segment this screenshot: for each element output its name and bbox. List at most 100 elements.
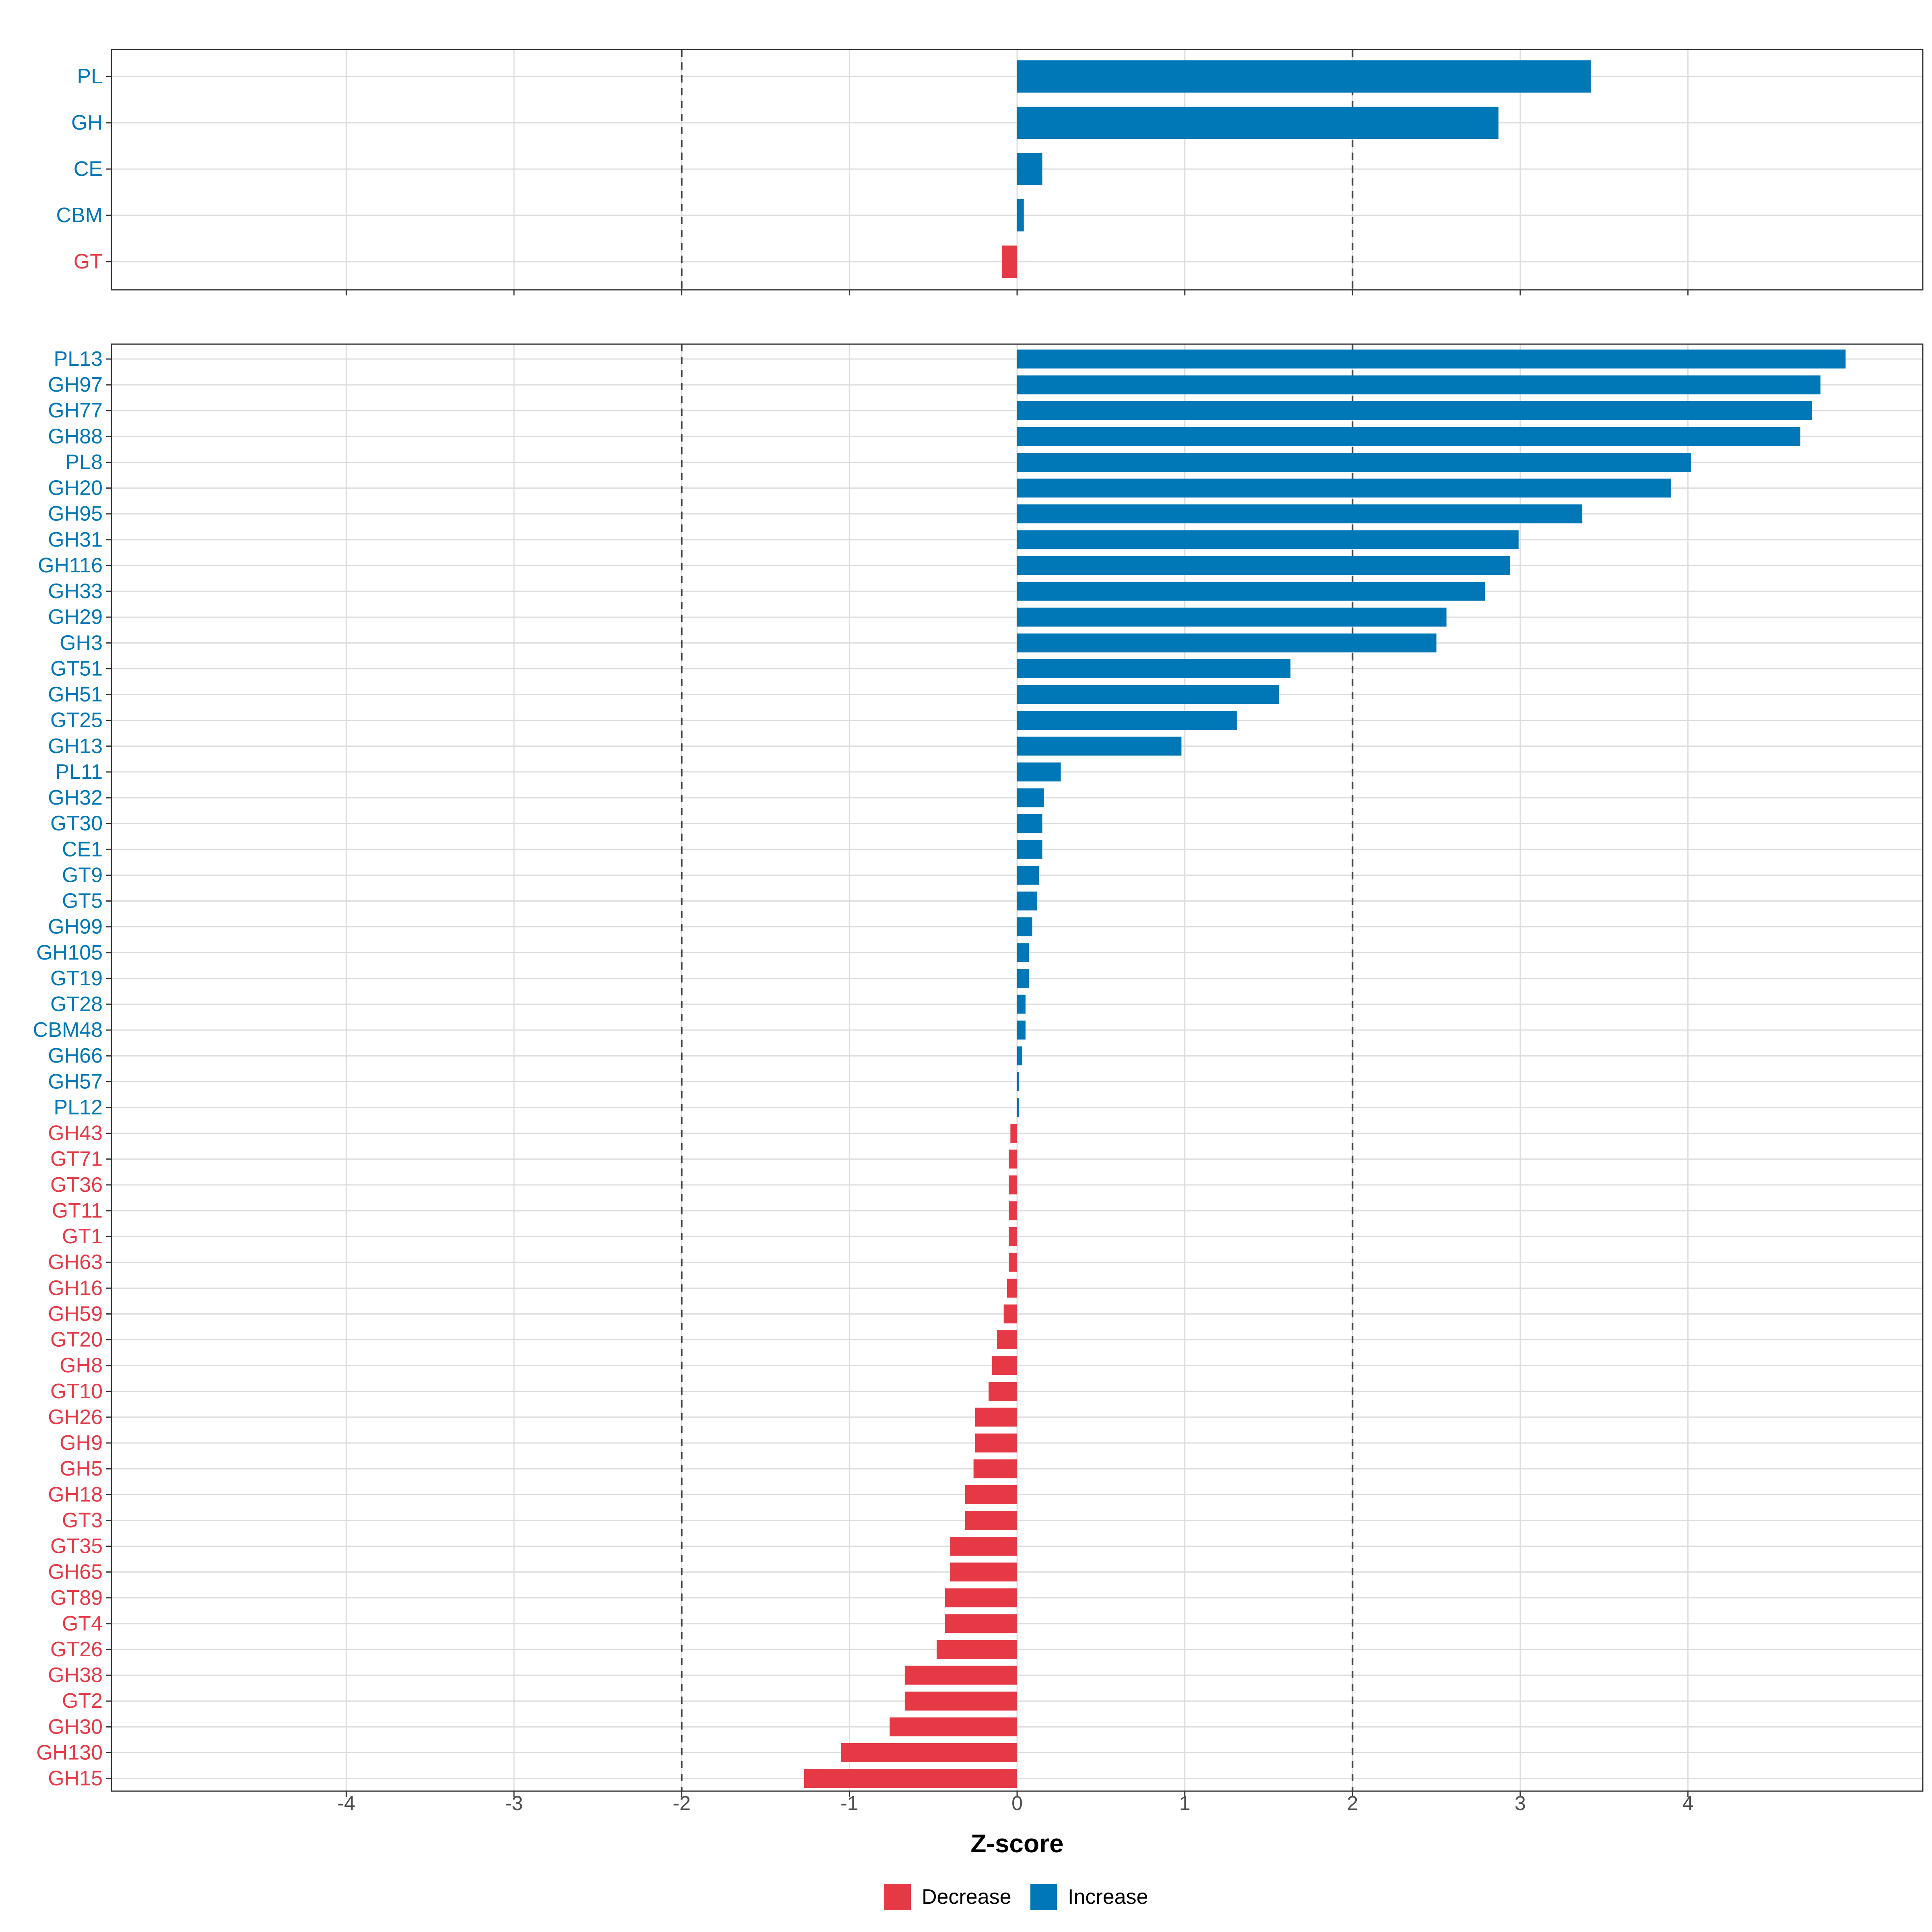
bar-GT19 <box>1017 969 1029 988</box>
bar-GH29 <box>1017 607 1447 627</box>
bar-PL13 <box>1017 349 1846 369</box>
y-label-GT3: GT3 <box>62 1509 103 1532</box>
y-label-GH77: GH77 <box>48 399 103 422</box>
y-label-GT: GT <box>74 250 103 273</box>
y-label-CBM: CBM <box>56 204 103 227</box>
bar-GH15 <box>804 1769 1017 1788</box>
bar-GH32 <box>1017 788 1044 807</box>
bar-GH95 <box>1017 504 1583 524</box>
y-label-GH66: GH66 <box>48 1044 103 1067</box>
x-tick-label: 3 <box>1515 1792 1526 1814</box>
bar-GH16 <box>1007 1278 1017 1298</box>
y-label-GT89: GT89 <box>50 1586 103 1610</box>
bar-GH31 <box>1017 530 1519 549</box>
y-label-GT4: GT4 <box>62 1612 103 1635</box>
y-label-CBM48: CBM48 <box>33 1018 103 1042</box>
bar-GH59 <box>1003 1304 1017 1323</box>
bar-GH <box>1017 107 1499 139</box>
y-label-GH16: GH16 <box>48 1276 103 1300</box>
chart-panels: PLGHCECBMGTPL13GH97GH77GH88PL8GH20GH95GH… <box>33 49 1924 1797</box>
x-axis-title: Z-score <box>970 1829 1063 1858</box>
x-tick-label: 1 <box>1179 1792 1191 1814</box>
y-label-GH51: GH51 <box>48 683 103 706</box>
bar-PL12 <box>1017 1098 1019 1117</box>
y-label-GH105: GH105 <box>36 941 103 964</box>
y-label-GH3: GH3 <box>60 631 103 654</box>
bar-GT5 <box>1017 892 1037 911</box>
y-label-GT20: GT20 <box>50 1328 103 1352</box>
y-label-GT71: GT71 <box>50 1148 103 1171</box>
y-label-CE: CE <box>74 157 103 181</box>
bar-GH18 <box>965 1485 1017 1504</box>
y-label-GH30: GH30 <box>48 1715 103 1738</box>
y-label-GT25: GT25 <box>50 709 103 732</box>
y-label-PL13: PL13 <box>54 347 103 371</box>
y-label-GT19: GT19 <box>50 967 103 990</box>
bar-GH77 <box>1017 401 1812 420</box>
legend-swatch-decrease <box>884 1884 911 1910</box>
y-label-GH18: GH18 <box>48 1483 103 1506</box>
y-label-PL12: PL12 <box>54 1096 103 1119</box>
y-label-GH26: GH26 <box>48 1406 103 1429</box>
bar-GH88 <box>1017 427 1800 446</box>
y-label-GT1: GT1 <box>62 1225 103 1248</box>
bar-PL8 <box>1017 452 1691 472</box>
bar-GH38 <box>904 1666 1017 1685</box>
bar-PL <box>1017 60 1591 93</box>
bar-GH116 <box>1017 556 1510 575</box>
bar-GH26 <box>975 1408 1017 1427</box>
y-label-GH65: GH65 <box>48 1560 103 1584</box>
y-label-GH5: GH5 <box>60 1457 103 1480</box>
bar-GT26 <box>937 1640 1017 1659</box>
y-label-GT2: GT2 <box>62 1689 103 1713</box>
bar-GT36 <box>1009 1175 1017 1195</box>
bar-GH57 <box>1017 1072 1019 1091</box>
legend-swatch-increase <box>1030 1884 1057 1910</box>
bar-GH99 <box>1017 917 1032 937</box>
y-label-GH63: GH63 <box>48 1251 103 1274</box>
bar-GT9 <box>1017 865 1039 885</box>
bar-GH3 <box>1017 633 1437 652</box>
bar-CE1 <box>1017 840 1042 859</box>
bar-GH33 <box>1017 582 1485 601</box>
bar-GH63 <box>1009 1253 1017 1272</box>
legend: Decrease Increase <box>884 1884 1148 1910</box>
y-label-GT28: GT28 <box>50 993 103 1016</box>
y-label-GH116: GH116 <box>38 554 103 577</box>
bar-GT10 <box>989 1382 1017 1401</box>
x-tick-label: -4 <box>337 1792 355 1814</box>
y-label-GH9: GH9 <box>60 1431 103 1455</box>
y-label-GH43: GH43 <box>48 1122 103 1145</box>
bar-GT <box>1002 246 1017 278</box>
y-label-GH38: GH38 <box>48 1664 103 1687</box>
bar-GH5 <box>973 1459 1017 1478</box>
bar-CBM <box>1017 199 1024 231</box>
y-label-GT9: GT9 <box>62 863 103 887</box>
y-label-GH97: GH97 <box>48 373 103 396</box>
bar-CBM48 <box>1017 1020 1026 1040</box>
y-label-GT5: GT5 <box>62 890 103 913</box>
bar-GT51 <box>1017 659 1291 678</box>
x-tick-label: -1 <box>840 1792 858 1814</box>
y-label-GH57: GH57 <box>48 1070 103 1093</box>
bar-GT71 <box>1009 1150 1017 1169</box>
bar-GH51 <box>1017 685 1279 704</box>
y-label-GH95: GH95 <box>48 502 103 526</box>
y-label-GH8: GH8 <box>60 1354 103 1377</box>
bar-GH105 <box>1017 943 1029 962</box>
y-label-GH13: GH13 <box>48 735 103 758</box>
y-label-GH31: GH31 <box>48 528 103 551</box>
bar-GH9 <box>975 1433 1017 1453</box>
bar-CE <box>1017 153 1042 185</box>
y-label-PL: PL <box>77 65 103 88</box>
bar-GT20 <box>997 1330 1017 1350</box>
bar-GH130 <box>841 1743 1017 1762</box>
y-label-GH: GH <box>71 111 103 134</box>
bar-GH43 <box>1010 1124 1017 1143</box>
y-label-GH20: GH20 <box>48 477 103 500</box>
y-label-GT26: GT26 <box>50 1638 103 1661</box>
bar-GT25 <box>1017 711 1237 730</box>
bar-GH8 <box>992 1356 1017 1375</box>
y-label-GH99: GH99 <box>48 915 103 939</box>
y-label-GT51: GT51 <box>50 657 103 680</box>
